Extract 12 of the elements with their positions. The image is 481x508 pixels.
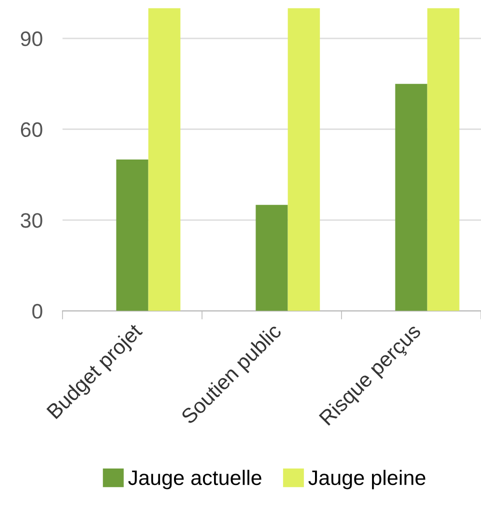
bar (116, 160, 148, 311)
y-tick-label: 0 (32, 304, 42, 319)
y-tick-label: 90 (20, 31, 42, 46)
y-tick-label: 30 (20, 213, 42, 228)
bar (256, 204, 288, 311)
bar (148, 8, 180, 311)
bar (395, 84, 428, 311)
bar (427, 8, 460, 311)
y-tick-label: 60 (20, 122, 42, 137)
bar (288, 8, 320, 311)
legend-label: Jauge pleine (308, 470, 426, 490)
legend-label: Jauge actuelle (128, 470, 262, 490)
